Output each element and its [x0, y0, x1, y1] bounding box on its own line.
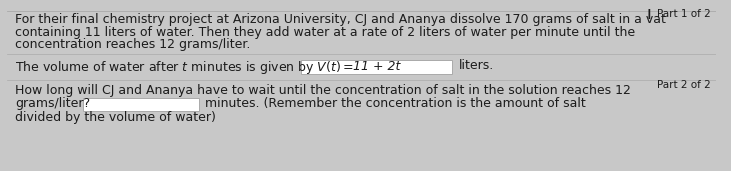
Text: Part 2 of 2: Part 2 of 2	[657, 80, 711, 90]
Text: grams/liter?: grams/liter?	[15, 97, 90, 110]
FancyBboxPatch shape	[83, 98, 200, 111]
Text: liters.: liters.	[459, 59, 495, 72]
Text: minutes. (Remember the concentration is the amount of salt: minutes. (Remember the concentration is …	[205, 97, 586, 110]
Text: containing 11 liters of water. Then they add water at a rate of 2 liters of wate: containing 11 liters of water. Then they…	[15, 25, 635, 38]
Text: 11 + 2t: 11 + 2t	[353, 60, 400, 73]
Text: The volume of water after $t$ minutes is given by $V(t) =$: The volume of water after $t$ minutes is…	[15, 59, 354, 76]
Text: ❙ Part 1 of 2: ❙ Part 1 of 2	[645, 9, 711, 19]
Text: How long will CJ and Ananya have to wait until the concentration of salt in the : How long will CJ and Ananya have to wait…	[15, 84, 631, 97]
Text: divided by the volume of water): divided by the volume of water)	[15, 111, 216, 124]
Text: For their final chemistry project at Arizona University, CJ and Ananya dissolve : For their final chemistry project at Ari…	[15, 13, 666, 26]
Text: concentration reaches 12 grams/liter.: concentration reaches 12 grams/liter.	[15, 38, 251, 51]
FancyBboxPatch shape	[301, 60, 452, 74]
